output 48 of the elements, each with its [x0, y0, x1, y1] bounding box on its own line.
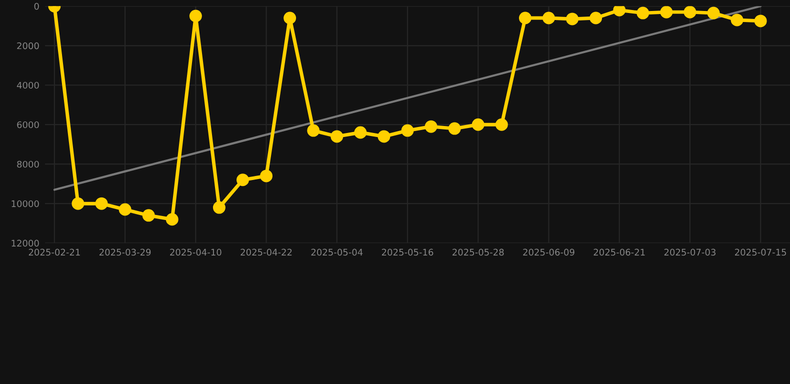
- point: [472, 118, 484, 131]
- point: [495, 118, 508, 131]
- x-tick-label: 2025-04-22: [240, 248, 292, 256]
- point: [236, 174, 249, 186]
- y-tick-label: 0: [34, 2, 39, 10]
- point: [95, 197, 108, 210]
- point: [354, 126, 367, 139]
- x-tick-label: 2025-07-15: [735, 248, 786, 256]
- y-tick-label: 8000: [17, 160, 39, 168]
- point: [660, 6, 673, 18]
- point: [424, 120, 438, 133]
- point: [636, 6, 650, 20]
- point: [166, 213, 178, 226]
- x-tick-label: 2025-02-21: [28, 248, 80, 256]
- point: [284, 12, 296, 24]
- x-tick-label: 2025-04-10: [170, 248, 222, 256]
- y-tick-label: 6000: [17, 121, 39, 128]
- point: [212, 201, 226, 214]
- y-tick-label: 4000: [16, 82, 39, 89]
- point: [330, 130, 344, 143]
- point: [378, 130, 390, 143]
- point: [118, 203, 132, 216]
- point: [707, 6, 720, 20]
- point: [684, 6, 696, 18]
- y-tick-label: 2000: [17, 42, 39, 50]
- x-tick-label: 2025-06-21: [594, 248, 645, 256]
- x-tick-label: 2025-05-28: [452, 248, 504, 256]
- y-tick-label: 12000: [12, 240, 39, 247]
- point: [518, 12, 532, 24]
- x-tick-label: 2025-07-03: [664, 248, 716, 256]
- point: [566, 12, 579, 26]
- x-tick-label: 2025-05-04: [311, 248, 363, 256]
- point: [590, 12, 602, 24]
- x-tick-label: 2025-06-09: [523, 248, 574, 256]
- point: [260, 170, 273, 182]
- point: [542, 12, 555, 24]
- point: [613, 6, 626, 16]
- point: [72, 197, 84, 210]
- x-tick-label: 2025-03-29: [99, 248, 151, 256]
- point: [189, 10, 202, 22]
- point: [307, 124, 320, 137]
- point: [448, 122, 461, 135]
- point: [730, 14, 744, 26]
- point: [754, 14, 767, 28]
- x-tick-label: 2025-05-16: [382, 248, 434, 256]
- y-tick-label: 10000: [12, 200, 39, 208]
- point: [142, 209, 155, 222]
- point: [401, 124, 414, 137]
